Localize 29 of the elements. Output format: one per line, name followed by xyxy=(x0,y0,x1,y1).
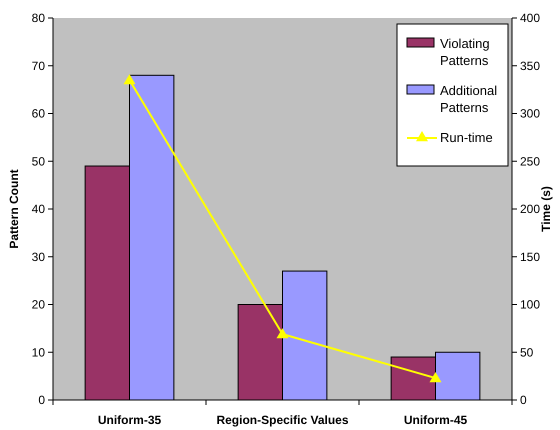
y-tick-label: 30 xyxy=(32,250,46,264)
y2-tick-label: 0 xyxy=(520,393,527,408)
x-tick-label: Uniform-45 xyxy=(404,413,468,427)
y2-tick-label: 100 xyxy=(520,298,540,312)
y2-tick-label: 50 xyxy=(520,345,534,360)
point xyxy=(276,328,288,338)
legend-label: Additional Patterns xyxy=(440,83,498,115)
x-tick-label: Uniform-35 xyxy=(98,413,162,427)
y2-axis-title: Time (s) xyxy=(539,186,553,232)
y2-tick-label: 300 xyxy=(520,106,540,121)
y2-tick-label: 400 xyxy=(520,11,540,26)
y-tick-label: 70 xyxy=(32,58,46,73)
y-tick-label: 20 xyxy=(32,298,46,312)
y-tick-label: 0 xyxy=(38,393,46,408)
point xyxy=(430,372,442,382)
y-tick-label: 40 xyxy=(32,202,46,216)
y2-tick-label: 150 xyxy=(520,250,540,264)
y-tick-label: 10 xyxy=(32,345,46,360)
y2-tick-label: 250 xyxy=(520,154,540,168)
y2-tick-label: 200 xyxy=(520,202,540,216)
legend-label: Run-time xyxy=(440,130,493,145)
y-tick-label: 50 xyxy=(32,154,46,168)
y-tick-label: 60 xyxy=(32,106,46,121)
y-tick-label: 80 xyxy=(32,11,46,26)
x-tick-label: Region-Specific Values xyxy=(216,413,349,427)
y-axis-title: Pattern Count xyxy=(7,169,21,249)
legend-label: Violating Patterns xyxy=(440,36,490,68)
point xyxy=(124,74,136,84)
y2-tick-label: 350 xyxy=(520,58,540,73)
